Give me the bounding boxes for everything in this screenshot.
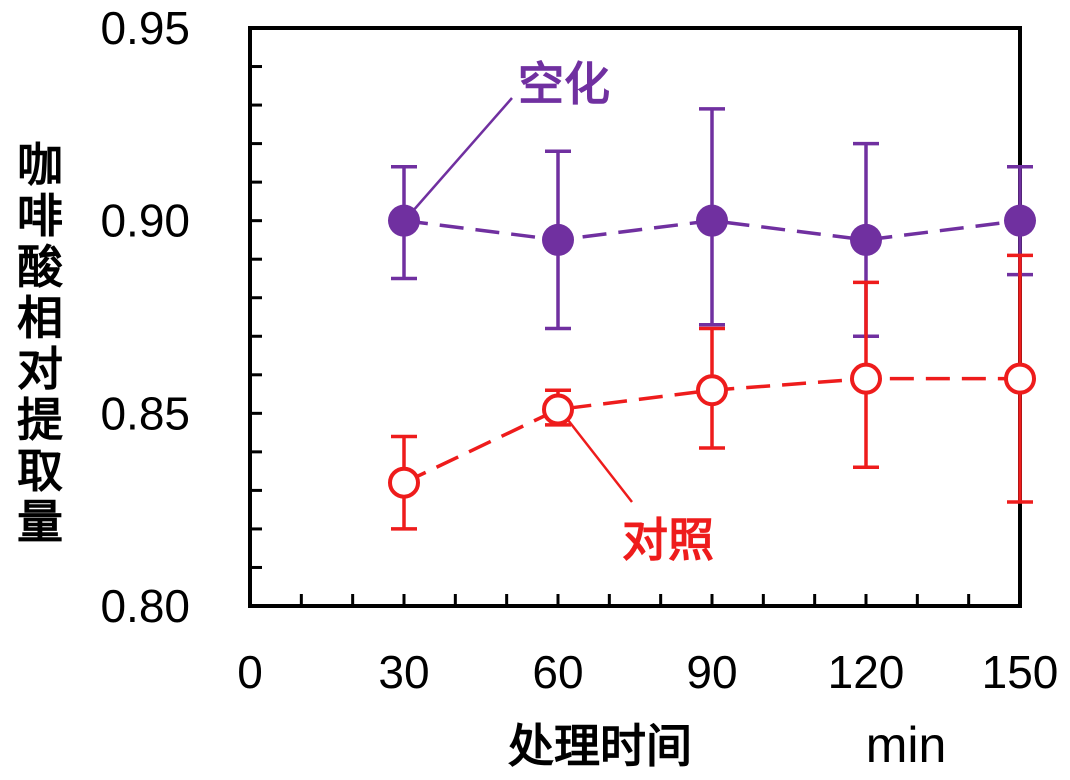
data-point [542,393,574,426]
x-tick-label: 90 [686,646,737,698]
series-label-leader [567,419,633,503]
data-point [696,204,728,237]
series-label-leader [411,97,513,213]
data-point [1004,362,1036,395]
y-axis-title: 咖 啡 酸 相 对 提 取 量 [14,140,66,548]
y-title-char: 提 [17,393,63,447]
series-label: 空化 [518,57,610,111]
y-title-char: 咖 [17,138,63,192]
x-tick-label: 30 [378,646,429,698]
x-tick-label: 0 [237,646,263,698]
y-title-char: 相 [17,291,63,345]
x-axis-unit: min [866,717,947,773]
data-point [850,362,882,395]
y-title-char: 取 [17,444,63,498]
x-axis-title: 处理时间 [508,719,692,773]
series-label: 对照 [622,513,714,567]
series-layer [388,107,1036,531]
y-tick-label: 0.85 [100,387,190,439]
y-title-char: 酸 [17,240,63,294]
data-point [542,223,574,256]
data-point [850,223,882,256]
data-point [696,374,728,407]
data-point [388,466,420,499]
x-tick-label: 60 [532,646,583,698]
x-tick-label: 150 [982,646,1059,698]
y-tick-label: 0.80 [100,580,190,632]
y-title-char: 量 [17,495,63,549]
x-tick-label: 120 [828,646,905,698]
data-point [388,204,420,237]
y-tick-label: 0.95 [100,2,190,54]
y-tick-label: 0.90 [100,195,190,247]
data-point [1004,204,1036,237]
y-title-char: 啡 [17,189,63,243]
y-title-char: 对 [17,342,63,396]
